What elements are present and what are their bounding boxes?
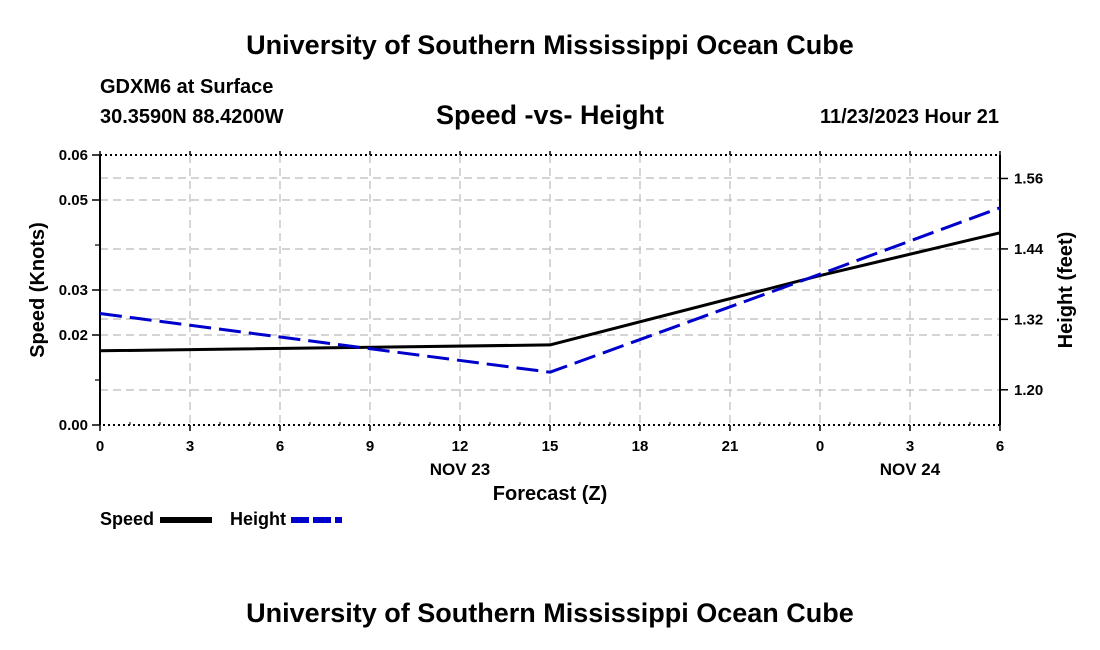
y-tick-label: 0.03 [59, 282, 88, 299]
y-tick-label: 0.02 [59, 327, 88, 344]
x-tick-label: 15 [542, 438, 559, 455]
x-tick-label: 6 [996, 438, 1004, 455]
x-tick-label: 6 [276, 438, 284, 455]
legend: Speed Height [100, 509, 342, 529]
y-tick-label: 0.00 [59, 417, 88, 434]
y2-axis-label: Height (feet) [1055, 232, 1077, 349]
footer-title: University of Southern Mississippi Ocean… [246, 598, 854, 628]
x-tick-label: 0 [816, 438, 824, 455]
y2-tick-label: 1.20 [1014, 382, 1043, 399]
chart-title: University of Southern Mississippi Ocean… [246, 30, 854, 60]
date-label: NOV 23 [430, 460, 490, 479]
date-label: NOV 24 [880, 460, 941, 479]
x-tick-label: 9 [366, 438, 374, 455]
x-tick-label: 12 [452, 438, 469, 455]
legend-speed-label: Speed [100, 509, 154, 529]
x-axis-label: Forecast (Z) [493, 483, 607, 505]
series-line-speed [99, 231, 1001, 353]
chart-subtitle: Speed -vs- Height [435, 100, 665, 130]
location-label: 30.3590N 88.4200W [100, 106, 284, 128]
x-tick-label: 21 [722, 438, 739, 455]
x-tick-label: 0 [96, 438, 104, 455]
station-label: GDXM6 at Surface [100, 76, 274, 98]
x-tick-label: 3 [186, 438, 194, 455]
y-axis-label: Speed (Knots) [27, 222, 49, 358]
y2-tick-label: 1.44 [1014, 241, 1044, 258]
axis-ticks: 0 3 6 9 12 15 18 21 0 3 6 NOV 23 NOV 24 0.00 0.02 0.03 0… [59, 147, 1044, 479]
y2-tick-label: 1.32 [1014, 311, 1043, 328]
y2-tick-label: 1.56 [1014, 170, 1043, 187]
series-line-height [99, 206, 1001, 374]
legend-height-label: Height [230, 509, 286, 529]
series-lines [99, 206, 1001, 374]
y-tick-label: 0.06 [59, 147, 88, 164]
x-tick-label: 18 [632, 438, 649, 455]
datetime-label: 11/23/2023 Hour 21 [819, 106, 999, 128]
y-tick-label: 0.05 [59, 192, 88, 209]
x-tick-label: 3 [906, 438, 914, 455]
grid-lines [100, 155, 1000, 425]
